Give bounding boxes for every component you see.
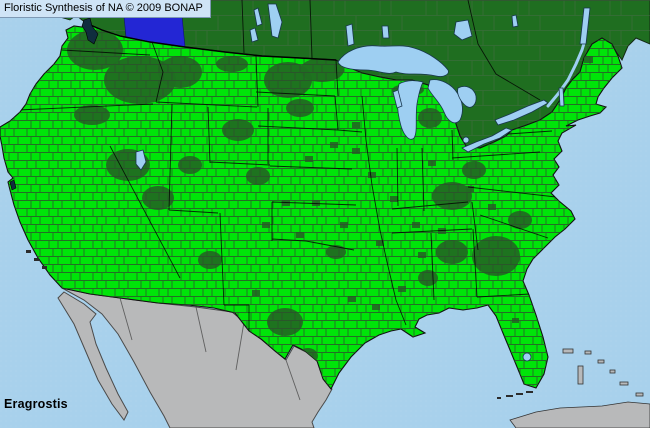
mexico-state-borders xyxy=(119,297,301,401)
lake-winnipegosis xyxy=(253,7,263,27)
st-lawrence-estuary xyxy=(579,7,591,45)
great-salt-lake xyxy=(135,149,147,171)
james-bay xyxy=(453,19,473,41)
lake-erie xyxy=(461,127,513,153)
puget-sound xyxy=(81,17,99,45)
georgian-bay xyxy=(457,86,477,108)
lake-of-the-woods xyxy=(345,23,355,47)
lake-okeechobee xyxy=(522,352,532,362)
lake-winnipeg xyxy=(267,3,283,39)
lake-champlain xyxy=(558,87,565,107)
lake-ontario xyxy=(494,99,549,126)
florida-keys xyxy=(497,391,533,399)
attribution-box: Floristic Synthesis of NA © 2009 BONAP xyxy=(0,0,211,18)
green-bay xyxy=(392,89,403,109)
lake-manitoba xyxy=(249,27,259,43)
lake-huron xyxy=(427,79,463,124)
lake-superior xyxy=(337,45,449,77)
lake-st-clair xyxy=(462,136,470,144)
lake-nipigon xyxy=(381,25,390,39)
baja-california-peninsula xyxy=(57,291,129,421)
state-borders xyxy=(17,41,557,331)
cuba-island xyxy=(509,401,650,428)
attribution-text: Floristic Synthesis of NA © 2009 BONAP xyxy=(4,2,203,14)
quebec-lake xyxy=(511,14,519,28)
bahamas-islands xyxy=(562,348,644,397)
lake-michigan xyxy=(396,80,424,140)
us-canada-border xyxy=(87,23,337,61)
san-francisco-bay xyxy=(9,179,17,191)
st-lawrence-river xyxy=(546,38,587,108)
great-lakes xyxy=(135,3,591,362)
channel-islands xyxy=(26,250,47,269)
species-name-label: Eragrostis xyxy=(4,397,68,411)
